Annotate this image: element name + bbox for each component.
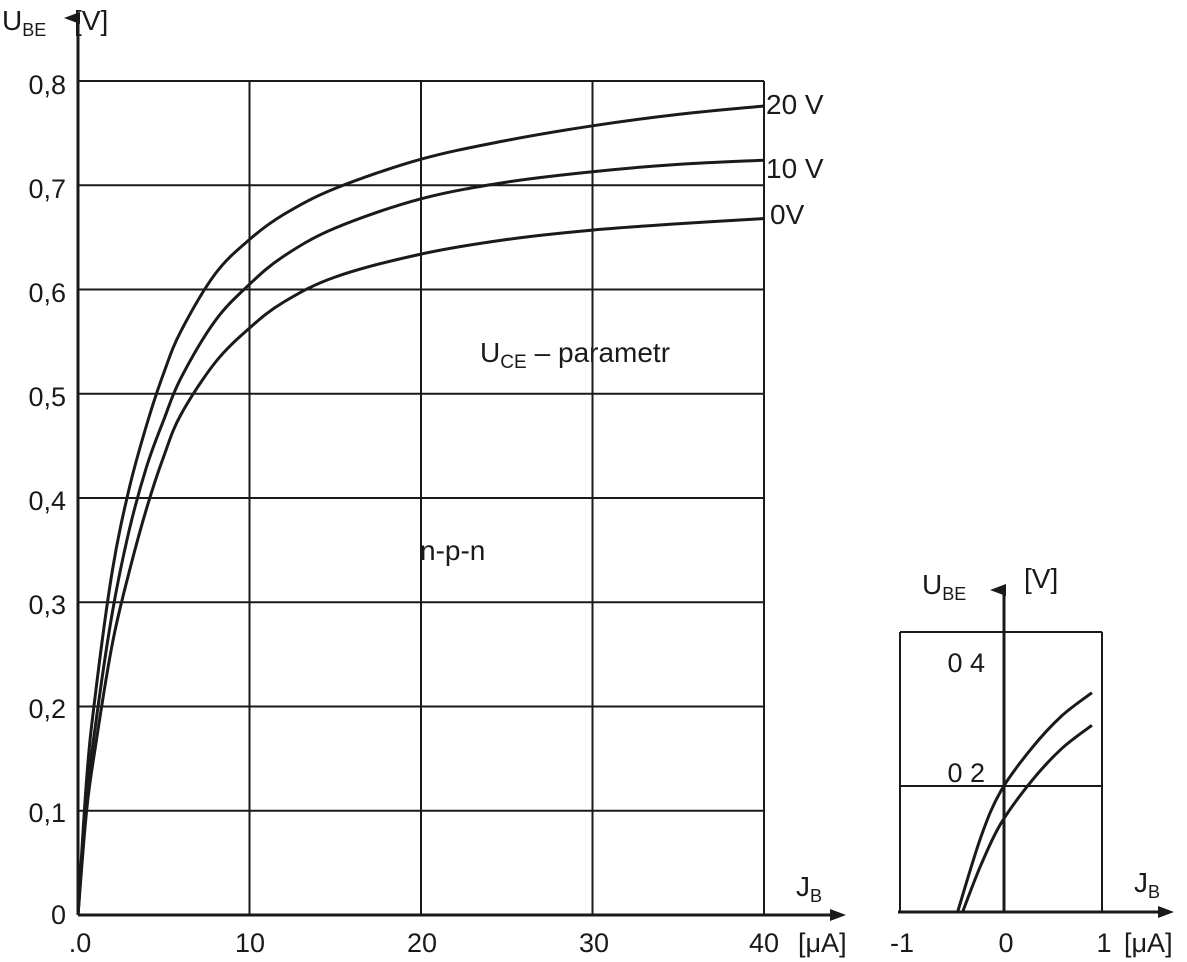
annotation-npn: n-p-n xyxy=(420,535,485,566)
inset-y-axis-unit: [V] xyxy=(1024,563,1058,594)
series-label-20v: 20 V xyxy=(766,89,824,120)
main-x-tick-label: 10 xyxy=(235,928,265,958)
main-y-axis-symbol: U xyxy=(2,5,22,36)
main-x-axis-subscript: B xyxy=(810,886,822,906)
inset-x-axis-subscript: B xyxy=(1148,882,1160,902)
main-series-curve-1 xyxy=(76,158,765,916)
inset-y-tick-label: 0 2 xyxy=(947,758,985,788)
main-y-tick-label: 0,8 xyxy=(28,70,66,100)
inset-grid xyxy=(899,631,1103,912)
main-y-tick-label: 0 xyxy=(51,900,66,930)
annotation-uce-parametr: UCE – parametr xyxy=(480,337,670,373)
main-y-tick-label: 0,2 xyxy=(28,694,66,724)
inset-curves xyxy=(956,691,1093,913)
inset-y-axis-symbol: U xyxy=(922,569,942,600)
inset-x-axis-symbol: J xyxy=(1134,867,1148,898)
inset-y-tick-label: 0 4 xyxy=(947,648,985,678)
main-series-curve-0 xyxy=(76,104,765,916)
main-x-tick-label: 30 xyxy=(579,928,609,958)
main-series-curve-2 xyxy=(76,217,765,916)
inset-x-tick-label: 0 xyxy=(998,928,1013,958)
series-label-0v: 0V xyxy=(770,199,805,230)
inset-series-curve-0 xyxy=(956,691,1093,913)
main-y-tick-label: 0,5 xyxy=(28,382,66,412)
main-x-tick-label: 20 xyxy=(407,928,437,958)
inset-series-curve-1 xyxy=(961,724,1093,913)
main-x-tick-label: .0 xyxy=(69,928,92,958)
main-grid xyxy=(78,80,765,915)
main-x-tick-label: 40 xyxy=(749,928,779,958)
main-y-tick-label: 0,4 xyxy=(28,486,66,516)
main-x-axis-title: JB xyxy=(796,871,822,906)
main-y-tick-label: 0,7 xyxy=(28,174,66,204)
main-y-tick-label: 0,6 xyxy=(28,278,66,308)
annotation-symbol: U xyxy=(480,337,500,368)
main-x-unit: [μA] xyxy=(798,928,847,958)
main-y-tick-label: 0,3 xyxy=(28,590,66,620)
annotation-subscript: CE xyxy=(500,352,526,373)
annotation-suffix: – parametr xyxy=(535,337,670,368)
main-curves xyxy=(76,104,765,916)
inset-y-axis-subscript: BE xyxy=(942,584,966,604)
inset-x-unit: [μA] xyxy=(1124,928,1173,958)
main-y-axis-title: UBE xyxy=(2,5,46,40)
main-y-axis-subscript: BE xyxy=(22,20,46,40)
series-label-10v: 10 V xyxy=(766,153,824,184)
inset-x-tick-label: 1 xyxy=(1096,928,1111,958)
main-x-axis-symbol: J xyxy=(796,871,810,902)
inset-y-axis-title: UBE xyxy=(922,569,966,604)
main-y-tick-label: 0,1 xyxy=(28,798,66,828)
inset-x-tick-label: -1 xyxy=(890,928,914,958)
main-y-axis-unit: [V] xyxy=(74,5,108,36)
inset-x-axis-title: JB xyxy=(1134,867,1160,902)
